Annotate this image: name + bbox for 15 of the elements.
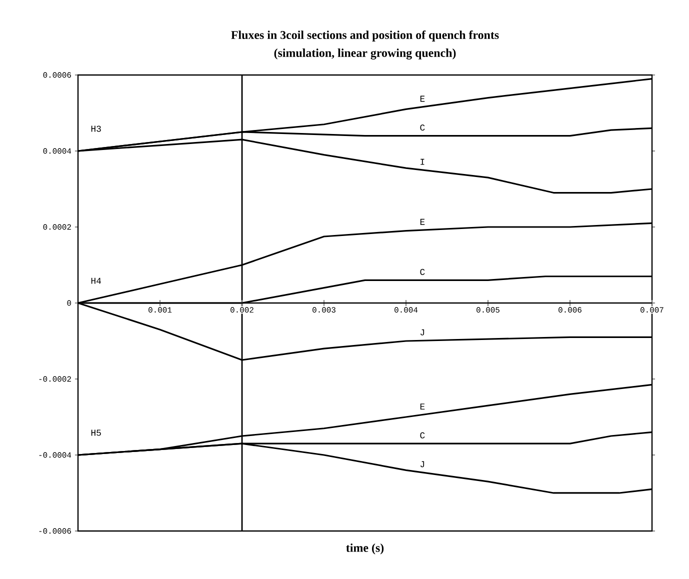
series-label: C: [420, 432, 425, 438]
chart-subtitle: (simulation, linear growing quench): [274, 48, 456, 60]
series-label: E: [420, 404, 425, 410]
series-label: E: [420, 218, 425, 225]
series-label: E: [420, 96, 425, 102]
annotation: H3: [91, 126, 101, 132]
x-axis-title: time (s): [346, 544, 384, 554]
chart-title: Fluxes in 3coil sections and position of quench fronts: [231, 30, 499, 42]
annotation: H4: [91, 278, 101, 284]
series-label: J: [420, 461, 424, 468]
annotation: H5: [91, 430, 101, 436]
series-label: C: [420, 124, 425, 131]
series-label: I: [420, 158, 424, 165]
series-label: C: [420, 268, 425, 275]
series-label: J: [420, 329, 424, 336]
